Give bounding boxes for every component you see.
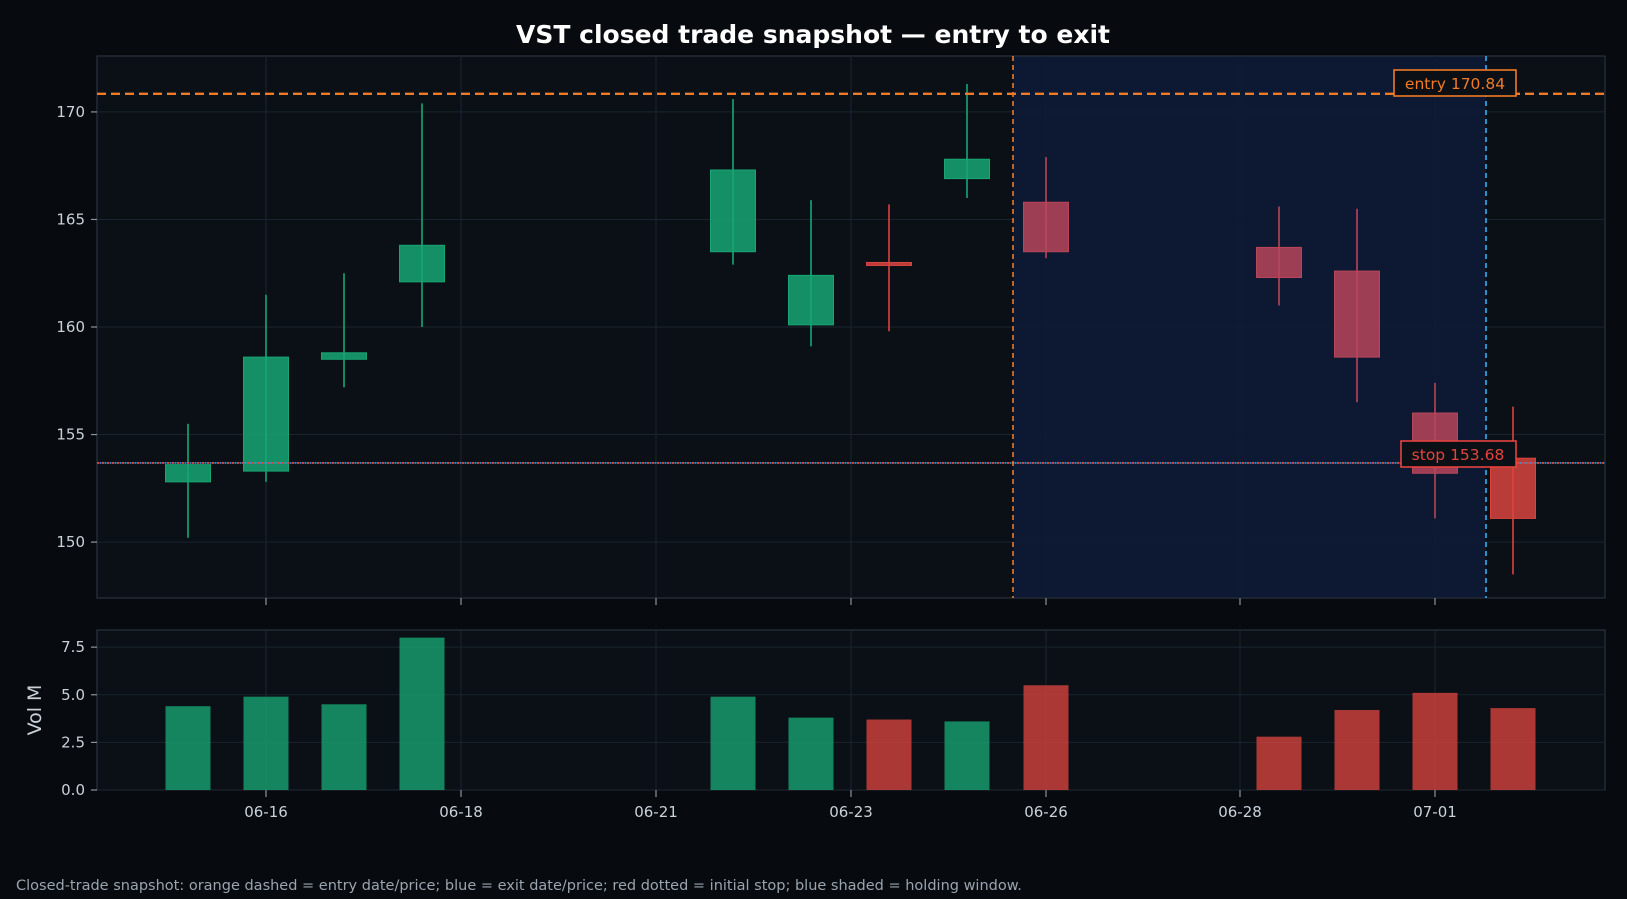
chart-title: VST closed trade snapshot — entry to exi… — [516, 20, 1110, 49]
volume-bar — [1490, 708, 1536, 790]
volume-y-tick-label: 0.0 — [61, 781, 85, 799]
candle-body — [243, 356, 289, 472]
price-y-tick-label: 155 — [56, 426, 85, 444]
holding-window-shade — [1013, 56, 1486, 598]
volume-bar — [1412, 692, 1458, 790]
stop-annotation-label: stop 153.68 — [1412, 446, 1505, 464]
candle-body — [710, 169, 756, 253]
candle-body — [944, 158, 990, 180]
price-y-tick-label: 160 — [56, 318, 85, 336]
volume-y-tick-label: 7.5 — [61, 638, 85, 656]
candle-body — [1023, 201, 1069, 253]
candle-body — [866, 261, 912, 266]
x-tick-label: 06-26 — [1024, 803, 1068, 821]
volume-y-tick-label: 5.0 — [61, 686, 85, 704]
x-tick-label: 06-18 — [439, 803, 483, 821]
volume-bar — [710, 696, 756, 790]
volume-bars-layer — [165, 637, 1536, 790]
volume-y-tick-label: 2.5 — [61, 733, 85, 751]
trade-lines-layer: entry 170.84 stop 153.68 — [97, 56, 1605, 598]
volume-panel: 0.02.55.07.5 06-16 06-18 06-21 06-23 06-26 06… — [24, 629, 1606, 821]
candle-body — [788, 274, 834, 326]
price-y-tick-label: 150 — [56, 533, 85, 551]
candle-body — [1490, 457, 1536, 519]
volume-bar — [1256, 736, 1302, 790]
price-x-tick-marks — [265, 598, 1436, 605]
volume-bar — [944, 721, 990, 790]
volume-bar — [321, 704, 367, 790]
candle-body — [165, 464, 211, 483]
volume-bar — [399, 637, 445, 790]
entry-annotation-box — [1393, 69, 1517, 97]
volume-bar — [243, 696, 289, 790]
price-y-ticks: 150 155 160 165 170 — [56, 103, 97, 551]
x-tick-label: 06-21 — [634, 803, 678, 821]
holding-window-layer — [1013, 56, 1486, 598]
x-tick-label: 06-28 — [1218, 803, 1262, 821]
x-tick-label: 06-16 — [244, 803, 288, 821]
x-tick-label: 06-23 — [829, 803, 873, 821]
volume-y-ticks: 0.0 2.5 5.0 7.5 — [61, 638, 97, 799]
candle-body — [399, 244, 445, 283]
volume-y-axis-label: Vol M — [24, 685, 46, 736]
stop-annotation-box — [1400, 440, 1517, 468]
volume-bar — [1023, 685, 1069, 790]
price-y-tick-label: 165 — [56, 210, 85, 228]
volume-bar — [165, 706, 211, 790]
candle-body — [1256, 246, 1302, 279]
candle-body — [321, 352, 367, 360]
volume-x-ticks: 06-16 06-18 06-21 06-23 06-26 06-28 07-01 — [244, 790, 1457, 821]
price-y-tick-label: 170 — [56, 103, 85, 121]
candle-body — [1334, 270, 1380, 358]
entry-annotation-label: entry 170.84 — [1405, 75, 1505, 93]
footnote: Closed-trade snapshot: orange dashed = e… — [16, 878, 1022, 894]
volume-bar — [866, 719, 912, 790]
price-panel: entry 170.84 stop 153.68 150 155 160 165 170 — [56, 55, 1606, 605]
volume-bar — [788, 717, 834, 790]
volume-bar — [1334, 710, 1380, 790]
x-tick-label: 07-01 — [1413, 803, 1457, 821]
